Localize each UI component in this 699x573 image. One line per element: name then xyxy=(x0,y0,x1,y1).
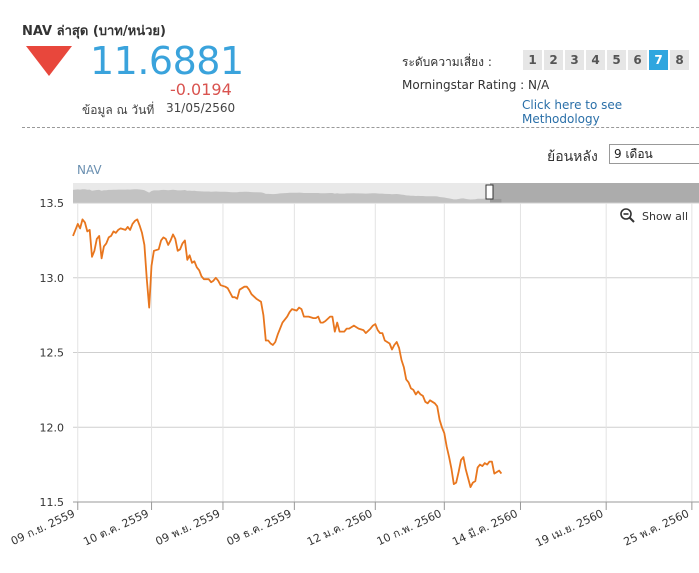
y-tick-label: 12.5 xyxy=(40,347,65,360)
show-all-label: Show all xyxy=(642,209,689,223)
morningstar-rating: Morningstar Rating : N/A xyxy=(402,78,550,92)
y-tick-label: 11.5 xyxy=(40,496,65,509)
y-tick-label: 13.0 xyxy=(40,272,65,285)
nav-latest-label: NAV ล่าสุด (บาท/หน่วย) xyxy=(22,24,166,39)
down-triangle-icon xyxy=(26,46,72,76)
navigator-area xyxy=(73,189,502,203)
risk-level-4: 4 xyxy=(586,50,605,70)
zoom-out-icon xyxy=(620,208,635,223)
risk-level-6: 6 xyxy=(628,50,647,70)
nav-value: 11.6881 xyxy=(90,39,244,83)
date-value: 31/05/2560 xyxy=(166,101,236,115)
x-tick-label: 25 พ.ค. 2560 xyxy=(622,507,691,549)
divider xyxy=(22,127,699,128)
risk-level-8: 8 xyxy=(670,50,689,70)
nav-series-line xyxy=(72,218,503,488)
risk-level-2: 2 xyxy=(544,50,563,70)
period-select[interactable]: 9 เดือน xyxy=(609,144,699,164)
x-tick-label: 09 ก.ย. 2559 xyxy=(9,507,77,548)
risk-level-1: 1 xyxy=(523,50,542,70)
x-tick-label: 12 ม.ค. 2560 xyxy=(305,507,374,549)
date-label: ข้อมูล ณ วันที่ xyxy=(82,103,155,117)
risk-level-5: 5 xyxy=(607,50,626,70)
risk-level-3: 3 xyxy=(565,50,584,70)
navigator-selection xyxy=(490,183,699,203)
x-tick-label: 10 ก.พ. 2560 xyxy=(375,507,444,548)
x-tick-label: 14 มี.ค. 2560 xyxy=(450,507,519,549)
x-tick-label: 09 พ.ย. 2559 xyxy=(154,507,223,548)
nav-change: -0.0194 xyxy=(170,80,232,99)
period-label: ย้อนหลัง xyxy=(547,149,598,165)
risk-level-7: 7 xyxy=(649,50,668,70)
risk-level-label: ระดับความเสี่ยง : xyxy=(402,55,492,69)
show-all-button[interactable]: Show all xyxy=(620,208,688,224)
x-tick-label: 10 ต.ค. 2559 xyxy=(81,507,150,549)
navigator-handle xyxy=(485,184,494,200)
methodology-link[interactable]: Click here to see Methodology xyxy=(522,98,623,126)
y-tick-label: 12.0 xyxy=(40,421,65,434)
x-tick-label: 09 ธ.ค. 2559 xyxy=(225,507,294,548)
nav-series-label: NAV xyxy=(77,163,102,177)
y-tick-label: 13.5 xyxy=(40,197,65,210)
x-tick-label: 19 เม.ย. 2560 xyxy=(533,507,605,550)
